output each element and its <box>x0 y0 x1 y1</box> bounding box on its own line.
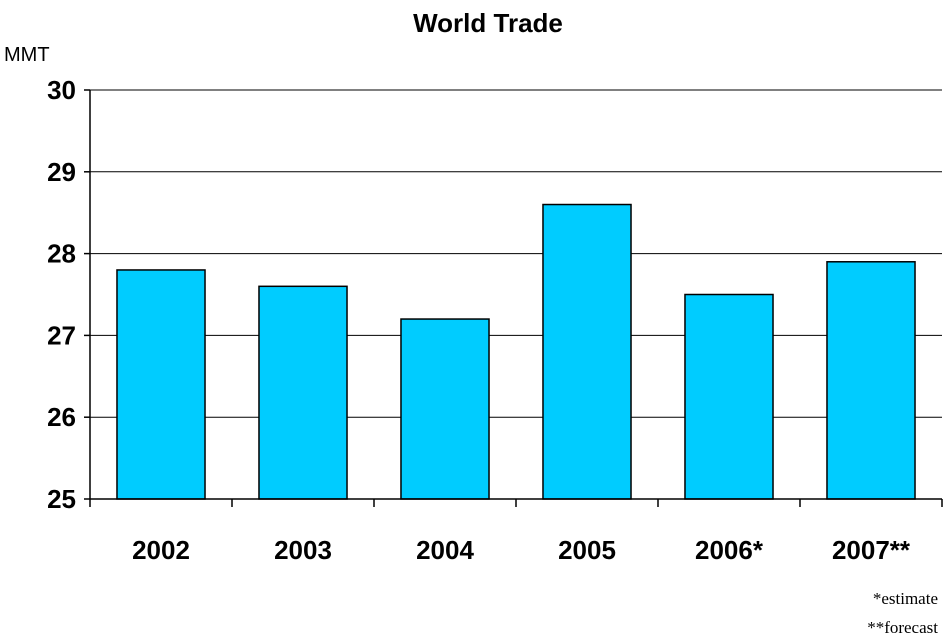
bar-2004 <box>400 318 490 500</box>
y-axis-ticks: 25 26 27 28 29 30 <box>47 75 90 514</box>
x-tick-label: 2007** <box>832 535 911 565</box>
x-tick-label: 2002 <box>132 535 190 565</box>
bar-2007 <box>826 261 916 500</box>
y-tick-label: 29 <box>47 157 76 187</box>
y-tick-label: 26 <box>47 402 76 432</box>
bar-2006 <box>684 293 774 500</box>
bar-2002 <box>116 269 206 500</box>
footnote-estimate: *estimate <box>873 589 938 608</box>
gridlines <box>90 89 942 418</box>
bars <box>116 203 916 500</box>
bar-2005 <box>542 203 632 500</box>
x-axis-ticks: 2002 2003 2004 2005 2006* 2007** <box>89 499 943 565</box>
y-tick-label: 25 <box>47 484 76 514</box>
x-tick-label: 2003 <box>274 535 332 565</box>
y-axis-unit-label: MMT <box>4 44 50 66</box>
chart-title: World Trade <box>413 8 563 38</box>
y-tick-label: 27 <box>47 320 76 350</box>
x-tick-label: 2004 <box>416 535 474 565</box>
x-tick-label: 2006* <box>695 535 764 565</box>
y-tick-label: 30 <box>47 75 76 105</box>
x-tick-label: 2005 <box>558 535 616 565</box>
bar-2003 <box>258 285 348 500</box>
y-tick-label: 28 <box>47 239 76 269</box>
footnote-forecast: **forecast <box>867 618 938 637</box>
